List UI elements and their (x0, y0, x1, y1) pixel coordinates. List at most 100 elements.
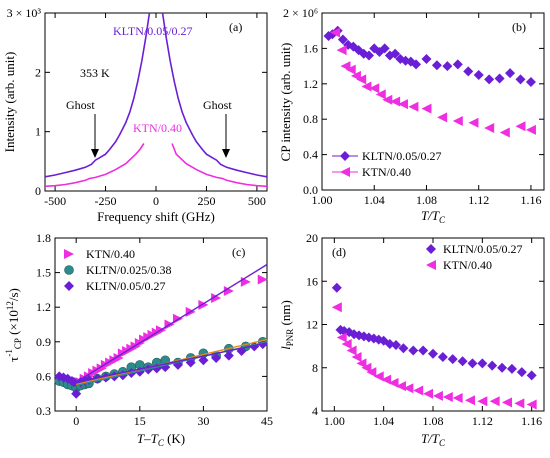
panel-a: (a) 353 K Ghost Ghost KLTN/0.05/0.27 KTN… (2, 6, 268, 224)
panel-b-point (473, 69, 484, 80)
panel-b-point (337, 34, 348, 45)
temperature-annotation: 353 K (80, 66, 110, 80)
panel-c-xlabel: T–TC (K) (137, 431, 185, 448)
panel-c-ytick-label: 1.8 (36, 231, 51, 245)
panel-b-xtick-label: 1.16 (520, 193, 541, 207)
panel-d-point (506, 363, 517, 374)
panel-c-point (257, 274, 268, 285)
panel-b-point (405, 56, 416, 67)
panel-d-legend-item-1: KTN/0.40 (443, 258, 492, 272)
panel-d-point (356, 358, 367, 369)
panel-c-point (58, 372, 69, 383)
panel-d-point (516, 367, 527, 378)
panel-d-label: (d) (332, 245, 346, 259)
panel-c-point (71, 388, 82, 399)
panel-b-point (327, 29, 338, 40)
panel-b-point (463, 66, 474, 77)
panel-d-point (373, 371, 384, 382)
panel-b-point (421, 103, 432, 114)
panel-b-point (494, 73, 505, 84)
series-label-kltn-005-027: KLTN/0.05/0.27 (113, 24, 193, 38)
panel-d-point (467, 358, 478, 369)
panel-d-ytick-label: 4 (312, 404, 318, 418)
panel-a-label: (a) (229, 20, 242, 34)
panel-c-ytick-label: 0.3 (36, 404, 51, 418)
panel-b-point (390, 96, 401, 107)
panel-c-legend-item-1: KLTN/0.025/0.38 (86, 263, 172, 277)
panel-c-frame (54, 237, 268, 412)
panel-d-point (489, 396, 500, 407)
panel-d-point (391, 340, 401, 351)
panel-b-point (408, 101, 419, 112)
panel-a-spectrum-ktn-stokes (171, 143, 267, 188)
panel-a-ytick-label: 1 (35, 125, 41, 139)
panel-c-ylabel: τ-1CP (×1012/s) (4, 288, 23, 362)
panel-d-ytick-label: 16 (306, 274, 318, 288)
panel-d-xtick-label: 1.00 (324, 414, 345, 428)
panel-b-ylabel: CP intensity (arb. unit) (278, 43, 293, 162)
panel-d-point (336, 332, 347, 343)
panel-c-point (223, 350, 234, 361)
panel-b-point (515, 121, 526, 132)
panel-b-point (364, 50, 375, 61)
panel-b-point (361, 81, 372, 92)
panel-a-spectrum-ktn-anti-stokes (45, 143, 145, 188)
panel-b-point (468, 117, 479, 128)
panel-b-ytick-label: 2 × 10⁶ (283, 6, 318, 20)
panel-a-ylabel: Intensity (arb. unit) (2, 52, 17, 153)
panel-a-spectrum-kltn-anti-stokes (45, 13, 151, 178)
panel-d-point (432, 390, 443, 401)
panel-b-point (356, 74, 367, 85)
panel-b-xtick-label: 1.08 (416, 193, 437, 207)
panel-d-point (477, 358, 488, 369)
panel-d-point (408, 345, 419, 356)
panel-b-point (390, 48, 401, 59)
panel-d-legend-item-0: KLTN/0.05/0.27 (443, 242, 523, 256)
panel-b-point (505, 68, 516, 79)
panel-c-point (198, 355, 209, 366)
panel-b-point (330, 27, 341, 38)
panel-a-xtick-label: 250 (197, 194, 215, 208)
legend-marker-diamond (64, 281, 74, 291)
panel-b-point (452, 59, 463, 70)
panel-c-point (211, 292, 222, 303)
panel-b-point (345, 64, 356, 75)
panel-d-point (526, 399, 537, 410)
panel-a-ytick-label: 0 (35, 184, 41, 198)
panel-a-xtick-label: -500 (44, 194, 66, 208)
panel-b-point (421, 54, 432, 65)
panel-d-point (514, 398, 525, 409)
panel-a-xlabel: Frequency shift (GHz) (97, 209, 215, 224)
panel-d-point (331, 282, 342, 293)
panel-c-point (223, 286, 234, 297)
panel-c-label: (c) (232, 245, 245, 259)
panel-b-point (323, 31, 334, 42)
panel-c-legend-item-0: KTN/0.40 (86, 247, 135, 261)
panel-d-point (361, 362, 372, 373)
panel-d-xtick-label: 1.08 (423, 414, 444, 428)
panel-d-point (398, 343, 409, 354)
panel-d-point (351, 351, 362, 362)
panel-d-point (403, 383, 414, 394)
panel-d-point (452, 393, 463, 404)
panel-d-point (428, 348, 438, 359)
panel-b-point (499, 127, 510, 138)
legend-marker-triangle (340, 167, 350, 177)
panel-d-point (413, 385, 424, 396)
panel-c-fit-line (76, 342, 267, 383)
panel-d-point (477, 396, 488, 407)
panel-d-legend: KLTN/0.05/0.27 KTN/0.40 (426, 242, 523, 272)
panel-d-point (331, 302, 342, 313)
legend-marker-diamond (426, 244, 436, 254)
panel-a-xtick-label: -250 (95, 194, 117, 208)
panel-d-point (395, 381, 406, 392)
panel-b-point (442, 61, 453, 72)
panel-a-xtick-label: 500 (248, 194, 266, 208)
panel-d-ytick-label: 8 (312, 361, 318, 375)
panel-d-point (437, 351, 448, 362)
panel-d-ytick-label: 20 (306, 231, 318, 245)
panel-c-legend-item-2: KLTN/0.05/0.27 (86, 279, 166, 293)
ghost-annotation-left: Ghost (66, 98, 95, 112)
panel-c-xtick-label: 15 (134, 414, 146, 428)
